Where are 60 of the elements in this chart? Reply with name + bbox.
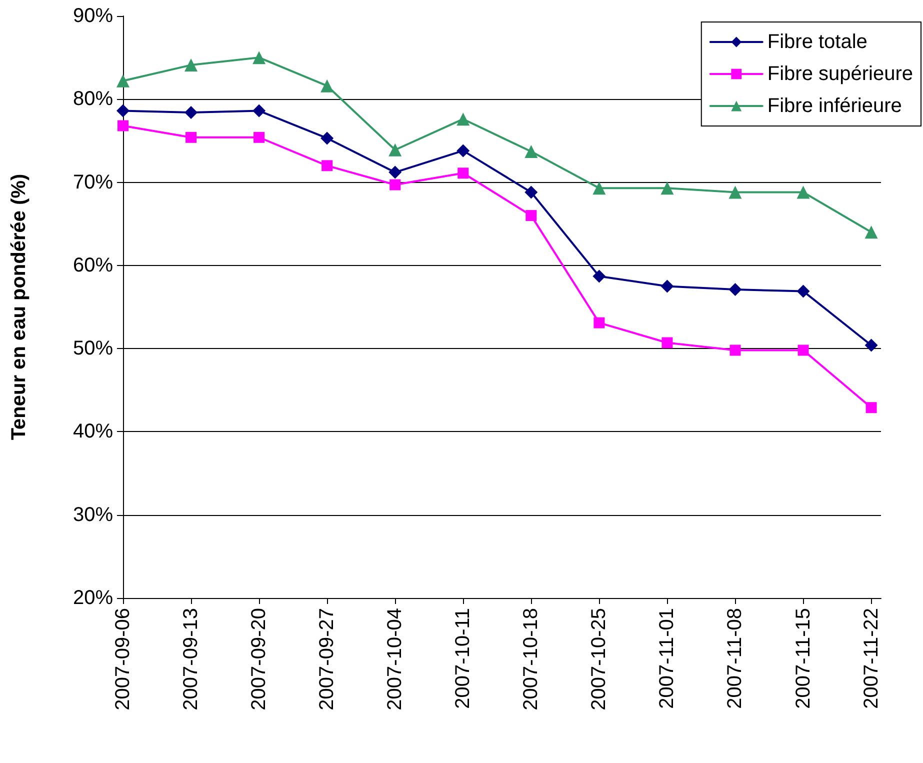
point	[254, 132, 265, 143]
point	[524, 145, 538, 158]
y-tick-label: 70%	[72, 171, 114, 194]
point	[592, 182, 606, 195]
point	[728, 186, 742, 199]
point	[116, 74, 130, 88]
point	[252, 104, 266, 118]
x-tick-label: 2007-11-15	[792, 608, 814, 709]
y-tick-label: 20%	[72, 587, 114, 609]
point	[390, 179, 401, 190]
point	[592, 270, 606, 283]
x-tick-label: 2007-10-18	[520, 608, 542, 710]
x-tick-label: 2007-10-25	[588, 608, 610, 710]
point	[184, 106, 198, 119]
point	[320, 132, 334, 145]
y-tick-label: 40%	[72, 420, 114, 443]
point	[388, 166, 402, 179]
x-tick-label: 2007-09-20	[248, 608, 270, 710]
point	[526, 210, 537, 222]
point	[796, 284, 810, 298]
legend-label: Fibre totale	[767, 31, 868, 53]
point	[320, 79, 334, 92]
x-tick-label: 2007-09-13	[180, 608, 202, 710]
y-tick-label: 90%	[72, 5, 114, 27]
y-tick-label: 60%	[72, 254, 114, 276]
y-tick-label: 30%	[72, 504, 114, 526]
point	[864, 338, 878, 352]
x-tick-label: 2007-11-22	[860, 608, 882, 709]
point	[662, 337, 673, 348]
x-tick-label: 2007-09-06	[112, 608, 134, 710]
x-tick-label: 2007-09-27	[316, 608, 338, 710]
point	[322, 160, 333, 172]
point	[116, 104, 130, 118]
point	[252, 51, 266, 64]
point	[866, 402, 877, 414]
point	[118, 120, 128, 132]
x-tick-label: 2007-10-04	[384, 608, 406, 710]
point	[524, 186, 538, 199]
x-tick-label: 2007-10-11	[452, 608, 474, 709]
point	[864, 226, 878, 239]
point	[728, 283, 742, 296]
legend-label: Fibre inférieure	[767, 95, 902, 117]
x-tick-label: 2007-11-08	[724, 608, 746, 709]
point	[456, 144, 470, 158]
point	[594, 317, 605, 328]
point	[186, 132, 197, 143]
point	[184, 58, 198, 72]
point	[798, 344, 809, 356]
point	[660, 280, 674, 293]
point	[730, 344, 741, 356]
y-axis-title: Teneur en eau pondérée (%)	[8, 174, 30, 440]
point	[660, 182, 674, 195]
point	[456, 112, 470, 126]
legend-label: Fibre supérieure	[767, 63, 913, 85]
point	[388, 143, 402, 156]
y-tick-label: 50%	[72, 338, 114, 360]
x-tick-label: 2007-11-01	[656, 608, 678, 709]
y-tick-label: 80%	[72, 88, 114, 110]
point	[796, 186, 810, 199]
point	[458, 168, 469, 179]
